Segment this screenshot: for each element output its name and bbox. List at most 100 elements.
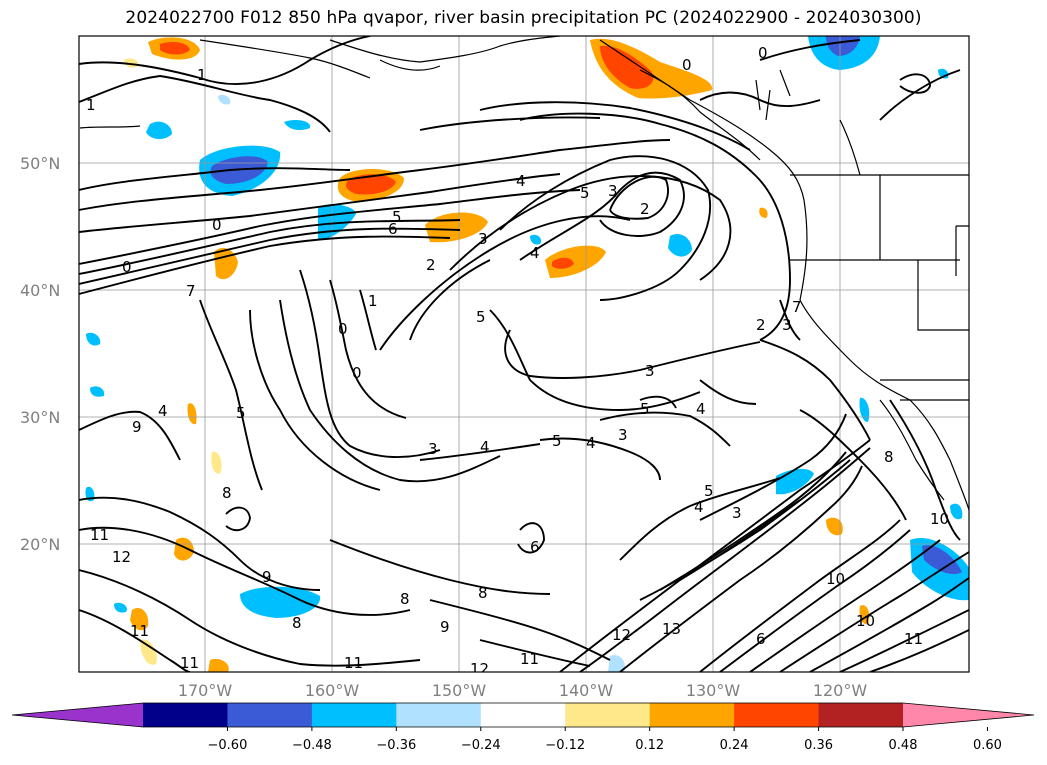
contour-label: 4 — [586, 434, 596, 452]
cool-patch — [218, 94, 231, 105]
contour-label: 5 — [392, 208, 402, 226]
map-title: 2024022700 F012 850 hPa qvapor, river ba… — [125, 8, 922, 28]
warm-patch — [545, 245, 606, 278]
cool-patch — [86, 332, 101, 346]
contour-label: 2 — [756, 316, 766, 334]
colorbar-tick-label: 0.48 — [889, 738, 918, 753]
colorbar-extend-high — [903, 703, 1034, 727]
map-panel — [79, 36, 969, 672]
latitude-labels: 50°N 40°N 30°N 20°N — [20, 154, 60, 554]
lon-label: 170°W — [178, 681, 233, 700]
cool-patch — [114, 602, 127, 613]
contour-label: 0 — [758, 44, 768, 62]
contour-label: 4 — [516, 172, 526, 190]
cool-patch — [90, 386, 105, 397]
contour-label: 6 — [530, 538, 540, 556]
contour-label: 8 — [400, 590, 410, 608]
contour-label: 11 — [90, 526, 109, 544]
contour-label: 9 — [132, 418, 142, 436]
contour-label: 3 — [608, 182, 618, 200]
contour-label: 0 — [338, 320, 348, 338]
contour-label: 8 — [478, 584, 488, 602]
contour-label: 2 — [640, 200, 650, 218]
contour-label: 9 — [262, 568, 272, 586]
colorbar-tick-label: −0.36 — [376, 738, 416, 753]
colorbar-swatch — [396, 703, 482, 727]
contour-labels: 1 1 0 0 7 4 5 5 3 2 4 5 3 3 2 4 6 5 1 0 … — [86, 44, 949, 672]
cool-patch — [859, 397, 870, 422]
contour-label: 5 — [552, 432, 562, 450]
contour-label: 0 — [212, 216, 222, 234]
cool-patch-core — [922, 545, 962, 575]
lat-label: 50°N — [20, 154, 60, 173]
colorbar-tick-label: −0.24 — [461, 738, 501, 753]
cool-patch — [284, 120, 311, 130]
contour-label: 3 — [732, 504, 742, 522]
colorbar-tick-label: 0.36 — [804, 738, 833, 753]
warm-patch — [826, 517, 843, 536]
contour-label: 3 — [782, 316, 792, 334]
graticule — [79, 36, 969, 672]
contour-label: 1 — [368, 292, 378, 310]
lon-label: 120°W — [813, 681, 868, 700]
coastlines — [79, 36, 969, 511]
contour-label: 2 — [426, 256, 436, 274]
contour-label: 10 — [856, 612, 875, 630]
contour-label: 5 — [640, 400, 650, 418]
contour-label: 7 — [186, 282, 196, 300]
contour-label: 4 — [158, 402, 168, 420]
warm-patch — [211, 451, 222, 474]
colorbar-swatch — [734, 703, 820, 727]
cool-patch — [608, 654, 625, 672]
colorbar-tick-label: 0.24 — [720, 738, 749, 753]
contour-label: 11 — [904, 630, 923, 648]
colorbar: −0.60 −0.48 −0.36 −0.24 −0.12 0.12 0.24 0.36 0.4… — [11, 702, 1035, 753]
qvapor-contours — [79, 36, 969, 672]
contour-label: 3 — [645, 362, 655, 380]
longitude-labels: 170°W 160°W 150°W 140°W 130°W 120°W — [178, 681, 868, 700]
lon-label: 160°W — [305, 681, 360, 700]
contour-label: 11 — [344, 654, 363, 672]
colorbar-tick-label: 0.60 — [973, 738, 1002, 753]
warm-patch — [187, 403, 197, 425]
contour-label: 10 — [930, 510, 949, 528]
contour-label: 3 — [618, 426, 628, 444]
cool-patch — [950, 503, 963, 520]
contour-label: 1 — [86, 96, 96, 114]
contour-label: 5 — [580, 184, 590, 202]
warm-patch — [174, 537, 194, 561]
lon-label: 150°W — [432, 681, 487, 700]
colorbar-swatch — [818, 703, 904, 727]
contour-label: 4 — [694, 498, 704, 516]
contour-label: 0 — [352, 364, 362, 382]
colorbar-swatch — [565, 703, 651, 727]
contour-label: 0 — [122, 258, 132, 276]
cool-patch — [240, 586, 321, 618]
contour-label: 8 — [222, 484, 232, 502]
contour-label: 8 — [292, 614, 302, 632]
colorbar-tick-label: −0.48 — [292, 738, 332, 753]
contour-label: 4 — [530, 244, 540, 262]
lat-label: 30°N — [20, 408, 60, 427]
colorbar-swatch — [311, 703, 397, 727]
cool-patch — [530, 234, 542, 245]
map-border — [78, 35, 970, 673]
contour-label: 12 — [612, 626, 631, 644]
contour-label: 7 — [792, 298, 802, 316]
colorbar-tick-label: 0.12 — [635, 738, 664, 753]
lat-label: 40°N — [20, 281, 60, 300]
warm-patch-core — [600, 45, 654, 89]
contour-label: 11 — [180, 654, 199, 672]
contour-label: 3 — [478, 230, 488, 248]
contour-label: 13 — [662, 620, 681, 638]
contour-label: 10 — [826, 570, 845, 588]
colorbar-swatch — [227, 703, 313, 727]
contour-label: 4 — [480, 438, 490, 456]
colorbar-swatch — [649, 703, 735, 727]
contour-label: 11 — [520, 650, 539, 668]
contour-label: 9 — [440, 618, 450, 636]
contour-label: 3 — [428, 440, 438, 458]
warm-patch-core — [346, 174, 396, 195]
colorbar-tick-label: −0.60 — [208, 738, 248, 753]
